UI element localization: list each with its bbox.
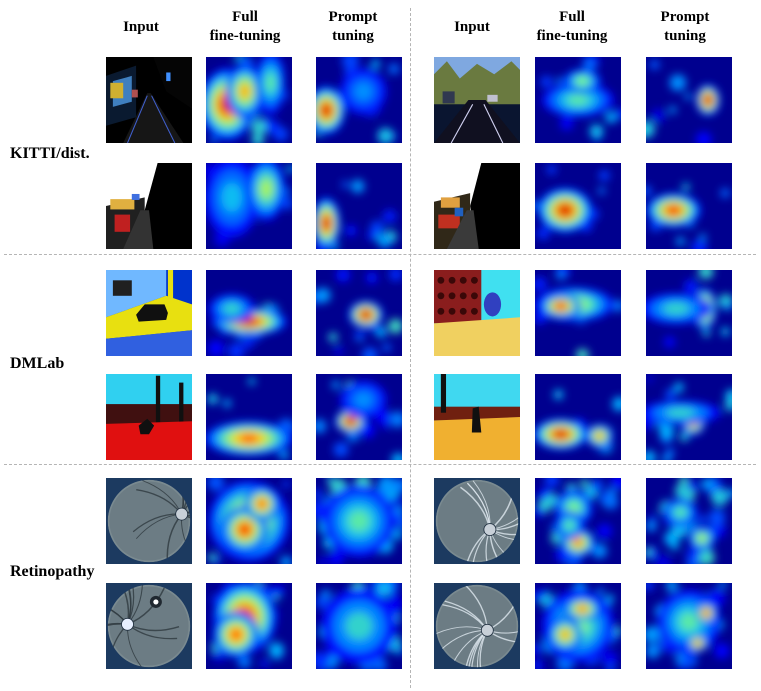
- header-input-text: Input: [123, 19, 159, 35]
- horizontal-separator-2: [4, 464, 756, 465]
- group-label-kitti: KITTI/dist.: [10, 145, 90, 162]
- input-image-r5-c1: [106, 478, 192, 564]
- group-label-retinopathy: Retinopathy: [10, 563, 95, 580]
- attention-heatmap-r4-c3: [316, 374, 402, 460]
- input-image-r3-c1: [106, 270, 192, 356]
- attention-heatmap-r3-c3: [316, 270, 402, 356]
- input-image-r6-c1: [106, 583, 192, 669]
- attention-heatmap-r4-c5: [535, 374, 621, 460]
- attention-heatmap-r3-c5: [535, 270, 621, 356]
- attention-heatmap-r2-c6: [646, 163, 732, 249]
- attention-heatmap-r3-c6: [646, 270, 732, 356]
- input-image-r1-c1: [106, 57, 192, 143]
- horizontal-separator-1: [4, 254, 756, 255]
- attention-heatmap-r6-c5: [535, 583, 621, 669]
- attention-heatmap-r3-c2: [206, 270, 292, 356]
- header-full-right: Full fine-tuning: [517, 8, 627, 46]
- input-image-r6-c4: [434, 583, 520, 669]
- input-image-r2-c4: [434, 163, 520, 249]
- attention-heatmap-r5-c5: [535, 478, 621, 564]
- vertical-separator: [410, 8, 411, 688]
- header-prompt-left: Prompt tuning: [298, 8, 408, 46]
- input-image-r3-c4: [434, 270, 520, 356]
- attention-heatmap-r5-c3: [316, 478, 402, 564]
- header-prompt-right: Prompt tuning: [630, 8, 740, 46]
- attention-heatmap-r1-c3: [316, 57, 402, 143]
- attention-heatmap-r2-c3: [316, 163, 402, 249]
- header-full-line1: Full: [232, 9, 258, 25]
- header-prompt-line1: Prompt: [328, 9, 378, 25]
- input-image-r1-c4: [434, 57, 520, 143]
- header-full-left: Full fine-tuning: [190, 8, 300, 46]
- attention-heatmap-r5-c6: [646, 478, 732, 564]
- attention-heatmap-r4-c2: [206, 374, 292, 460]
- attention-heatmap-r6-c3: [316, 583, 402, 669]
- header-prompt-line1: Prompt: [660, 9, 710, 25]
- header-input-text: Input: [454, 19, 490, 35]
- attention-heatmap-r5-c2: [206, 478, 292, 564]
- header-prompt-line2: tuning: [332, 28, 374, 44]
- attention-heatmap-r1-c5: [535, 57, 621, 143]
- input-image-r4-c4: [434, 374, 520, 460]
- header-full-line2: fine-tuning: [209, 28, 281, 44]
- attention-heatmap-r2-c5: [535, 163, 621, 249]
- input-image-r4-c1: [106, 374, 192, 460]
- group-label-dmlab: DMLab: [10, 355, 65, 372]
- input-image-r5-c4: [434, 478, 520, 564]
- attention-heatmap-r2-c2: [206, 163, 292, 249]
- attention-heatmap-r1-c6: [646, 57, 732, 143]
- header-input-right: Input: [417, 18, 527, 37]
- attention-heatmap-r1-c2: [206, 57, 292, 143]
- attention-heatmap-r6-c6: [646, 583, 732, 669]
- attention-heatmap-r6-c2: [206, 583, 292, 669]
- header-input-left: Input: [86, 18, 196, 37]
- input-image-r2-c1: [106, 163, 192, 249]
- header-full-line2: fine-tuning: [536, 28, 608, 44]
- header-prompt-line2: tuning: [664, 28, 706, 44]
- header-full-line1: Full: [559, 9, 585, 25]
- attention-heatmap-r4-c6: [646, 374, 732, 460]
